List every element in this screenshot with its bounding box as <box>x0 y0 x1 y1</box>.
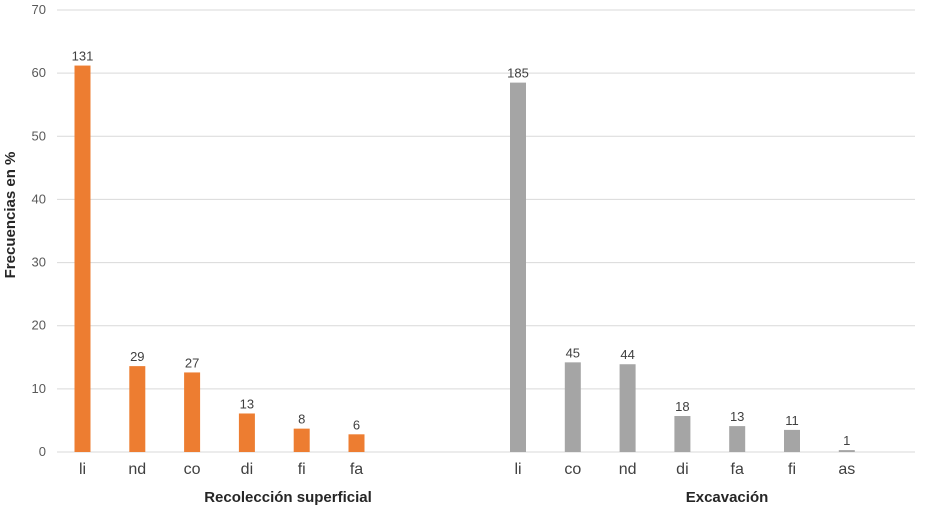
data-label: 44 <box>620 347 634 362</box>
category-label: co <box>184 461 201 478</box>
y-tick-label: 20 <box>32 318 46 333</box>
y-axis-title: Frecuencias en % <box>2 152 19 279</box>
data-label: 131 <box>72 49 94 64</box>
category-label: li <box>79 461 86 478</box>
category-label: di <box>241 461 253 478</box>
bar-fi <box>784 429 800 452</box>
y-tick-label: 30 <box>32 255 46 270</box>
data-label: 11 <box>785 413 799 428</box>
bar-nd <box>129 366 146 452</box>
category-label: fi <box>788 461 796 478</box>
y-tick-label: 40 <box>32 191 46 206</box>
y-tick-label: 0 <box>39 444 46 459</box>
data-label: 6 <box>353 417 360 432</box>
data-label: 8 <box>298 412 305 427</box>
y-axis-ticks: 0 10 20 30 40 50 60 70 <box>32 2 46 459</box>
data-label: 29 <box>130 349 144 364</box>
data-label: 1 <box>843 433 850 448</box>
category-label: co <box>564 461 581 478</box>
labels: 131li29nd27co13di8fi6fa185li45co44nd18di… <box>72 49 856 478</box>
data-label: 18 <box>675 399 689 414</box>
y-tick-label: 50 <box>32 128 46 143</box>
data-label: 13 <box>730 409 744 424</box>
bar-co <box>184 372 201 452</box>
bar-fi <box>293 428 310 452</box>
category-label: nd <box>128 461 146 478</box>
category-label: di <box>676 461 688 478</box>
bar-as <box>838 450 855 452</box>
bar-li <box>74 65 91 453</box>
y-tick-label: 60 <box>32 65 46 80</box>
group-title-excavacion: Excavación <box>686 489 769 506</box>
category-label: nd <box>619 461 637 478</box>
category-label: fa <box>731 461 744 478</box>
bar-co <box>564 362 581 452</box>
y-tick-label: 10 <box>32 381 46 396</box>
bar-li <box>510 82 526 452</box>
y-tick-label: 70 <box>32 2 46 17</box>
data-label: 185 <box>507 66 529 81</box>
data-label: 27 <box>185 355 199 370</box>
bar-di <box>674 416 691 452</box>
group-title-recoleccion: Recolección superficial <box>204 489 372 506</box>
category-label: as <box>838 461 855 478</box>
data-label: 45 <box>566 345 580 360</box>
bar-nd <box>619 364 636 452</box>
bars <box>74 65 855 453</box>
category-label: fi <box>298 461 306 478</box>
bar-di <box>238 413 255 452</box>
bar-fa <box>348 434 365 452</box>
data-label: 13 <box>240 396 254 411</box>
category-label: li <box>514 461 521 478</box>
bar-fa <box>729 426 746 452</box>
category-label: fa <box>350 461 363 478</box>
